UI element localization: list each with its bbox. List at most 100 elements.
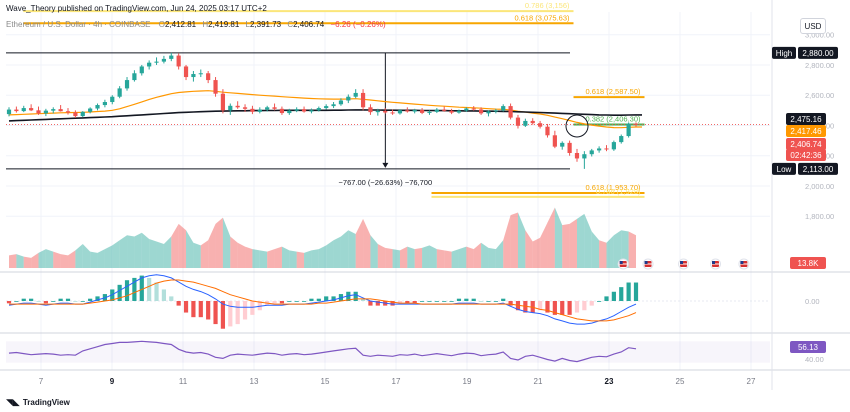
candle-body	[161, 58, 167, 62]
macd-histogram-bar	[21, 298, 26, 301]
candle-body	[6, 109, 12, 115]
candle-body	[265, 107, 270, 110]
volume-area	[458, 246, 467, 268]
macd-histogram-bar	[589, 301, 594, 306]
candle-body	[523, 120, 528, 126]
measure-arrow-icon	[382, 162, 389, 168]
range-lines: −767.00 (−26.63%) −76,700	[6, 52, 770, 187]
macd-histogram-bar	[161, 289, 167, 301]
macd-histogram-bar	[198, 301, 203, 318]
macd-histogram-bar	[626, 282, 631, 301]
candle-body	[626, 123, 631, 137]
macd-histogram-bar	[117, 284, 122, 301]
high-value: 2,419.81	[208, 20, 240, 29]
macd-histogram-bar	[95, 296, 100, 301]
volume-area	[385, 247, 393, 268]
macd-histogram-bar	[486, 301, 491, 302]
sma-price-tag-label: 2,475.16	[790, 115, 822, 124]
macd-histogram-bar	[191, 301, 196, 318]
us-flag-canton	[680, 261, 684, 264]
volume-area	[186, 230, 194, 268]
candle-body	[560, 142, 565, 147]
volume-area	[23, 256, 32, 268]
ema-price-tag	[786, 125, 826, 137]
candle-body	[309, 110, 314, 112]
symbol-name[interactable]: Ethereum / U.S. Dollar · 4h · COINBASE	[6, 20, 151, 29]
candle-body	[419, 110, 425, 113]
macd-histogram-bar	[124, 280, 130, 301]
macd-histogram-bar	[375, 301, 380, 306]
macd-histogram-bar	[582, 301, 587, 311]
candle-body	[176, 55, 181, 67]
macd-histogram-bar	[434, 301, 439, 302]
candle-body	[530, 120, 535, 124]
volume-area	[318, 245, 327, 268]
volume-area	[289, 250, 297, 268]
macd-histogram-bar	[412, 301, 417, 304]
tradingview-logo[interactable]: ◥◣ TradingView	[6, 397, 70, 408]
candle-body	[390, 112, 395, 114]
fib-level-label: 0.786 (1,928)	[596, 187, 641, 196]
rsi-band	[6, 341, 770, 363]
macd-line	[8, 274, 637, 325]
volume-area	[392, 249, 400, 268]
volume-area	[304, 250, 312, 268]
volume-area	[267, 249, 275, 268]
price-axis[interactable]: 3,000.002,800.002,600.002,400.002,200.00…	[772, 31, 838, 364]
candle-body	[611, 142, 616, 150]
volume-area	[38, 249, 46, 268]
volume-area	[149, 239, 157, 268]
symbol-legend[interactable]: Ethereum / U.S. Dollar · 4h · COINBASE O…	[6, 20, 386, 29]
candle-body	[552, 135, 557, 147]
candle-body	[279, 108, 285, 114]
macd-zero-label: 0.00	[805, 297, 820, 306]
sma-line	[8, 109, 642, 122]
candle-body	[206, 73, 211, 81]
sma-price-tag	[786, 113, 826, 125]
candle-body	[456, 110, 462, 113]
macd-histogram-bar	[73, 301, 78, 302]
time-tick-label: 15	[321, 377, 330, 386]
candle-body	[604, 148, 609, 150]
macd-histogram-bar	[397, 301, 403, 304]
range-high-tag	[798, 46, 838, 59]
volume-area	[9, 254, 17, 268]
candle-body	[405, 110, 410, 112]
macd-histogram-bar	[176, 301, 181, 306]
volume-area	[473, 242, 482, 268]
candle-body	[117, 88, 122, 97]
candlestick-series[interactable]	[6, 52, 639, 169]
volume-area	[363, 218, 371, 268]
macd-histogram-bar	[442, 301, 447, 302]
macd-histogram-bar	[183, 301, 189, 313]
candle-body	[228, 105, 233, 111]
macd-histogram-bar	[88, 298, 93, 301]
volume-area	[591, 231, 600, 268]
volume-area	[31, 252, 39, 268]
macd-histogram-bar	[316, 298, 321, 301]
candle-body	[589, 150, 594, 155]
macd-histogram-bar	[353, 291, 358, 301]
volume-value-tag	[790, 257, 826, 269]
candle-body	[331, 104, 336, 107]
time-tick-label: 7	[39, 377, 44, 386]
circle-annotation	[565, 114, 589, 138]
time-axis[interactable]: 7 9 11 13 15 17 19 21 23 25 27	[39, 377, 756, 386]
candle-body	[449, 110, 454, 113]
candle-body	[14, 109, 19, 112]
macd-histogram-bar	[611, 291, 616, 301]
volume-area	[296, 251, 305, 268]
candle-body	[353, 92, 358, 97]
annotations	[565, 114, 589, 138]
candle-body	[427, 111, 432, 113]
candle-body	[272, 107, 277, 109]
macd-histogram-bar	[43, 301, 48, 304]
range-low-tag-label: 2,113.00	[803, 165, 834, 174]
macd-histogram-bar	[538, 301, 543, 311]
volume-area	[60, 254, 69, 268]
volume-area	[252, 249, 260, 268]
volume-area	[215, 217, 223, 268]
volume-area	[584, 213, 592, 268]
currency-button[interactable]: USD	[800, 18, 826, 34]
